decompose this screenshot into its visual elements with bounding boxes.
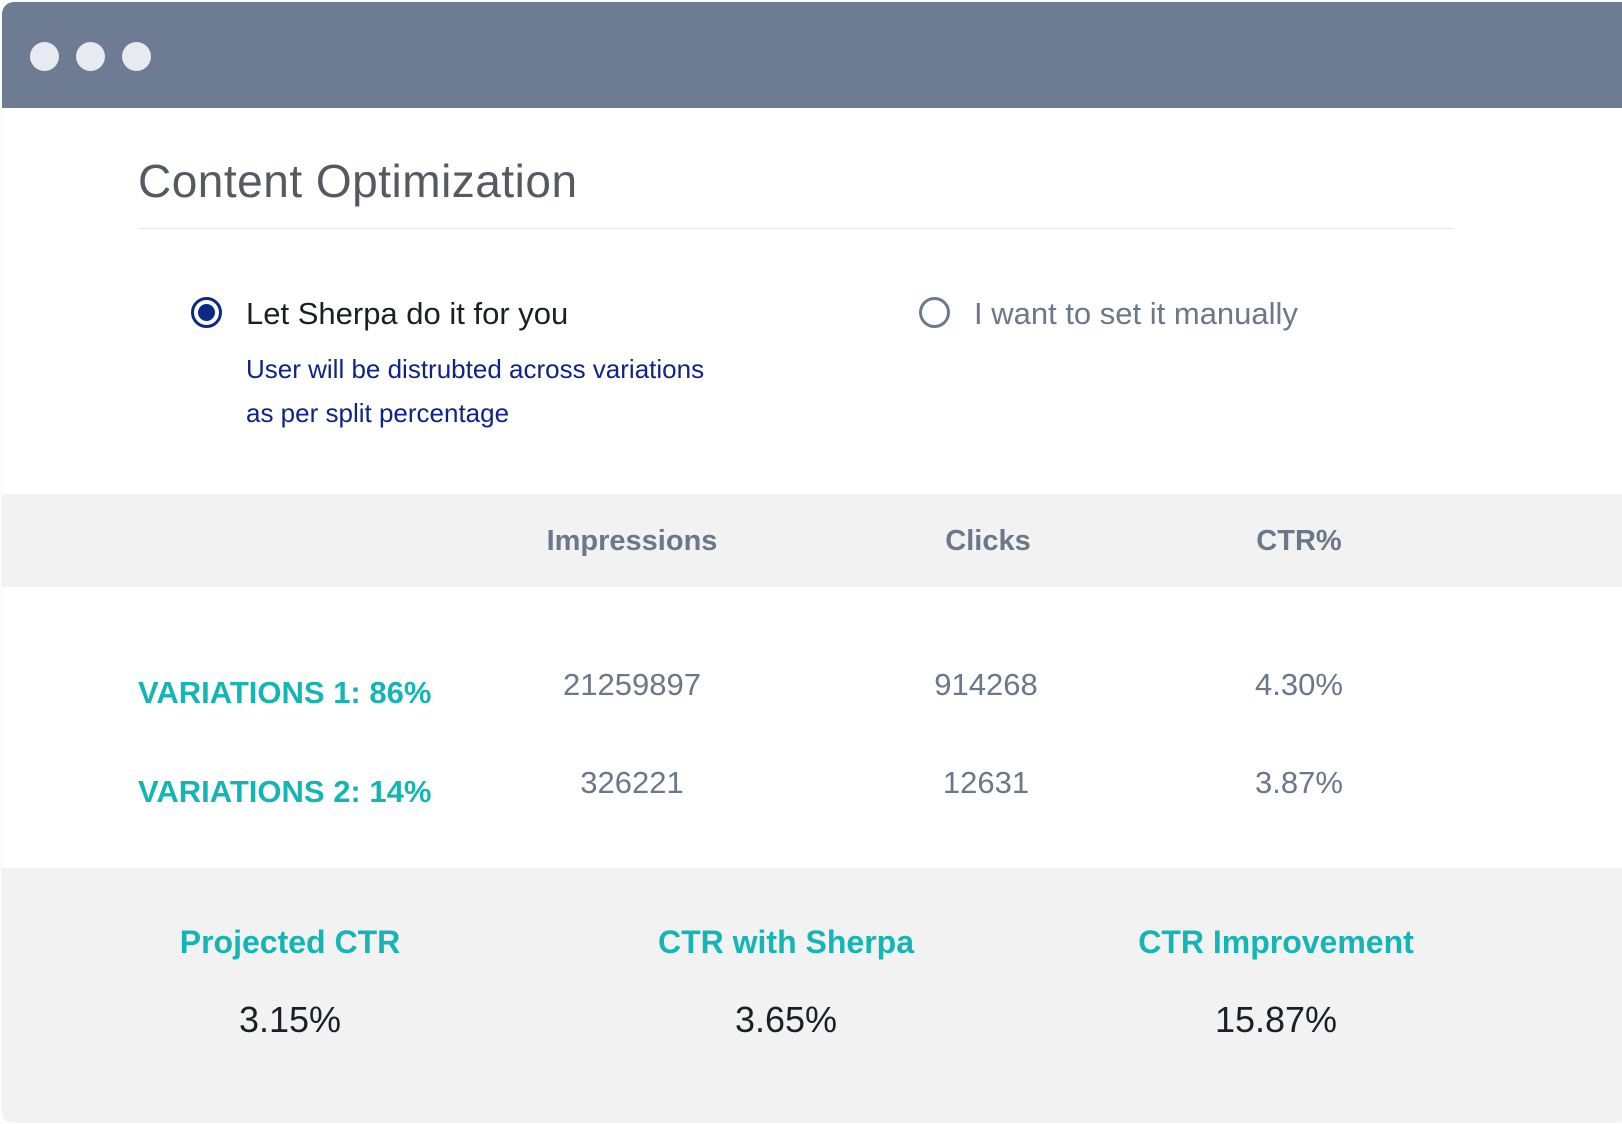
radio-selected-dot-icon xyxy=(198,304,215,321)
ctr-with-sherpa-label: CTR with Sherpa xyxy=(657,924,914,960)
impressions-value: 326221 xyxy=(580,765,684,800)
title-divider xyxy=(140,228,1454,229)
ctr-improvement-value: 15.87% xyxy=(1214,999,1338,1040)
ctr-with-sherpa-value: 3.65% xyxy=(734,999,838,1040)
variation-label: VARIATIONS 1: 86% xyxy=(138,675,432,710)
window-dot-icon[interactable] xyxy=(30,42,59,71)
manual-option-label[interactable]: I want to set it manually xyxy=(974,296,1298,331)
clicks-value: 12631 xyxy=(942,765,1030,800)
auto-option-radio[interactable] xyxy=(191,297,222,328)
ctr-value: 3.87% xyxy=(1255,765,1343,800)
auto-option-description: User will be distrubted across variation… xyxy=(246,354,705,384)
ctr-improvement-label: CTR Improvement xyxy=(1138,924,1414,960)
column-header-clicks: Clicks xyxy=(945,525,1031,557)
ctr-value: 4.30% xyxy=(1255,667,1343,702)
impressions-value: 21259897 xyxy=(563,667,701,702)
window-dot-icon[interactable] xyxy=(76,42,105,71)
column-header-ctr: CTR% xyxy=(1256,525,1342,557)
auto-option-description: as per split percentage xyxy=(246,398,510,428)
window-dot-icon[interactable] xyxy=(122,42,151,71)
manual-option-radio[interactable] xyxy=(919,297,950,328)
summary-panel xyxy=(2,868,1622,1122)
clicks-value: 914268 xyxy=(934,667,1038,702)
column-header-impressions: Impressions xyxy=(546,525,718,557)
projected-ctr-label: Projected CTR xyxy=(179,924,401,960)
window-titlebar xyxy=(2,2,1622,108)
projected-ctr-value: 3.15% xyxy=(238,999,342,1040)
page-title: Content Optimization xyxy=(138,155,578,207)
variation-label: VARIATIONS 2: 14% xyxy=(138,774,432,809)
auto-option-label[interactable]: Let Sherpa do it for you xyxy=(246,296,569,331)
table-header xyxy=(2,494,1622,587)
